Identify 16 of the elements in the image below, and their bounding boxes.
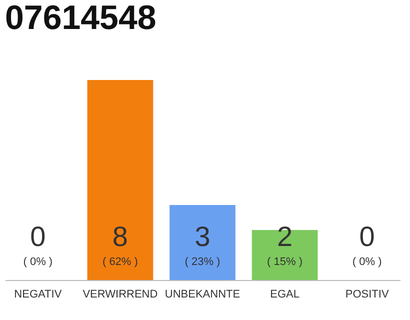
- annotation: ( 23% ): [184, 256, 220, 268]
- data-label: 3: [194, 221, 210, 252]
- annotation: ( 15% ): [267, 256, 303, 268]
- chart-title: 07614548: [5, 0, 156, 37]
- x-tick-label: VERWIRREND: [82, 288, 158, 300]
- annotation: ( 62% ): [102, 256, 138, 268]
- x-tick-label: UNBEKANNTE: [164, 288, 240, 300]
- annotation: ( 0% ): [352, 256, 382, 268]
- x-tick-label: NEGATIV: [14, 288, 62, 300]
- annotation: ( 0% ): [23, 256, 53, 268]
- data-label: 0: [359, 221, 375, 252]
- x-tick-label: POSITIV: [345, 288, 390, 300]
- x-tick-label: EGAL: [270, 288, 300, 300]
- data-label: 2: [277, 221, 293, 252]
- data-label: 0: [30, 221, 46, 252]
- data-label: 8: [112, 221, 128, 252]
